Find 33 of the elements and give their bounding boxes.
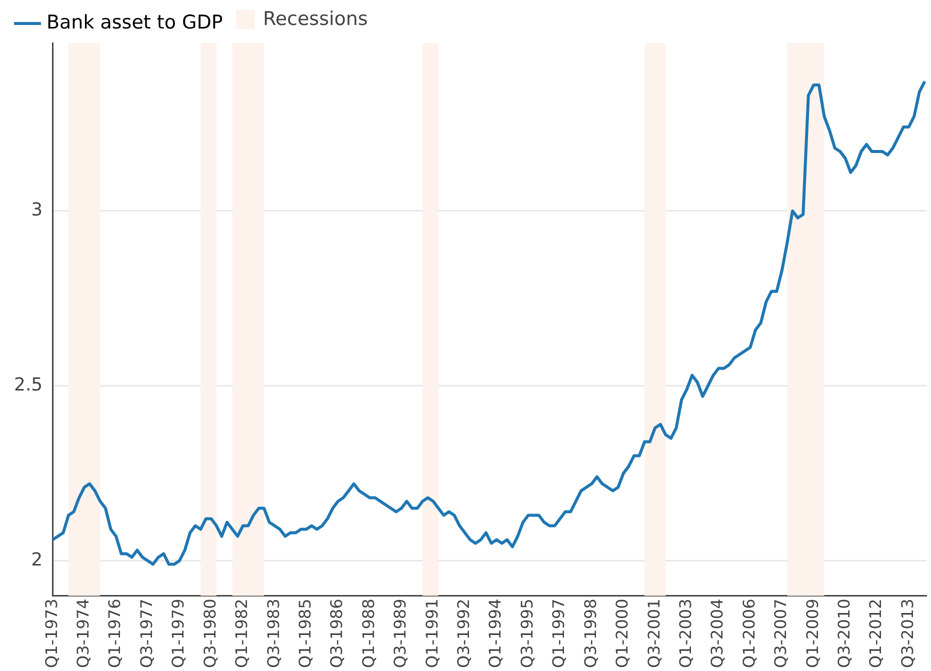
x-tick-label: Q3-1974 — [73, 598, 92, 668]
x-tick-label: Q3-1989 — [390, 598, 410, 668]
x-tick-label: Q3-1980 — [200, 598, 220, 668]
x-tick-label: Q3-1983 — [264, 598, 283, 668]
x-tick-label: Q1-1985 — [295, 598, 314, 668]
x-tick-label: Q1-1997 — [549, 598, 568, 668]
legend-label: Bank asset to GDP — [46, 11, 223, 34]
x-tick-label: Q1-1994 — [486, 598, 505, 668]
x-tick-label: Q1-1982 — [232, 598, 252, 668]
x-tick-label: Q1-1988 — [358, 598, 378, 668]
x-tick-label: Q3-2010 — [834, 598, 854, 668]
y-tick-label: 2 — [31, 549, 43, 570]
x-tick-label: Q3-1986 — [327, 598, 346, 668]
y-tick-label: 2.5 — [14, 374, 43, 396]
x-tick-label: Q1-2000 — [612, 598, 632, 668]
x-tick-label: Q1-1976 — [105, 598, 124, 668]
y-tick-label: 3 — [31, 200, 43, 221]
x-tick-label: Q1-2009 — [802, 598, 822, 668]
x-tick-label: Q1-1979 — [168, 598, 188, 668]
x-tick-label: Q3-1992 — [454, 598, 474, 668]
legend-label: Recessions — [263, 8, 368, 30]
x-tick-label: Q3-1995 — [517, 598, 536, 668]
x-tick-label: Q1-2003 — [676, 598, 695, 668]
x-tick-label: Q1-2006 — [739, 598, 758, 668]
x-tick-label: Q1-1991 — [422, 598, 442, 668]
x-tick-label: Q3-2004 — [708, 598, 727, 668]
x-tick-label: Q3-1977 — [136, 598, 156, 668]
x-tick-label: Q1-2012 — [866, 598, 886, 668]
x-tick-label: Q3-2013 — [898, 598, 917, 668]
x-tick-label: Q3-2001 — [644, 598, 664, 668]
x-tick-label: Q3-2007 — [771, 598, 790, 668]
x-tick-label: Q3-1998 — [580, 598, 600, 668]
x-tick-label: Q1-1973 — [42, 598, 61, 668]
